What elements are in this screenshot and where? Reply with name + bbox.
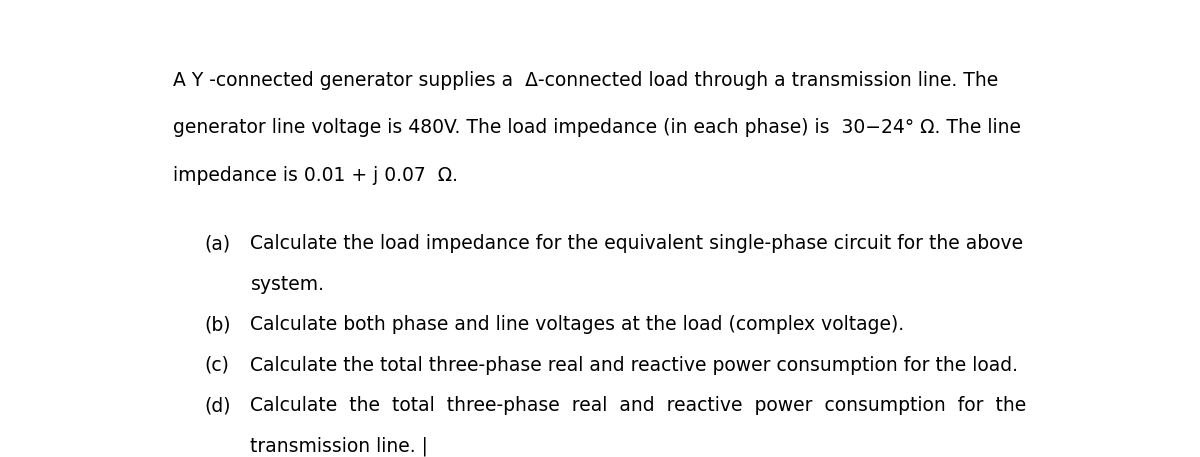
Text: Calculate  the  total  three-phase  real  and  reactive  power  consumption  for: Calculate the total three-phase real and…	[251, 396, 1027, 415]
Text: Calculate the total three-phase real and reactive power consumption for the load: Calculate the total three-phase real and…	[251, 356, 1019, 375]
Text: impedance is 0.01 + j 0.07  Ω.: impedance is 0.01 + j 0.07 Ω.	[173, 166, 458, 185]
Text: (a): (a)	[204, 234, 230, 253]
Text: transmission line. |: transmission line. |	[251, 436, 428, 456]
Text: generator line voltage is 480V. The load impedance (in each phase) is  30−24° Ω.: generator line voltage is 480V. The load…	[173, 118, 1021, 137]
Text: (c): (c)	[204, 356, 229, 375]
Text: A Y -connected generator supplies a  Δ-connected load through a transmission lin: A Y -connected generator supplies a Δ-co…	[173, 71, 998, 90]
Text: system.: system.	[251, 275, 324, 294]
Text: (b): (b)	[204, 315, 230, 334]
Text: Calculate the load impedance for the equivalent single-phase circuit for the abo: Calculate the load impedance for the equ…	[251, 234, 1024, 253]
Text: (d): (d)	[204, 396, 230, 415]
Text: Calculate both phase and line voltages at the load (complex voltage).: Calculate both phase and line voltages a…	[251, 315, 905, 334]
